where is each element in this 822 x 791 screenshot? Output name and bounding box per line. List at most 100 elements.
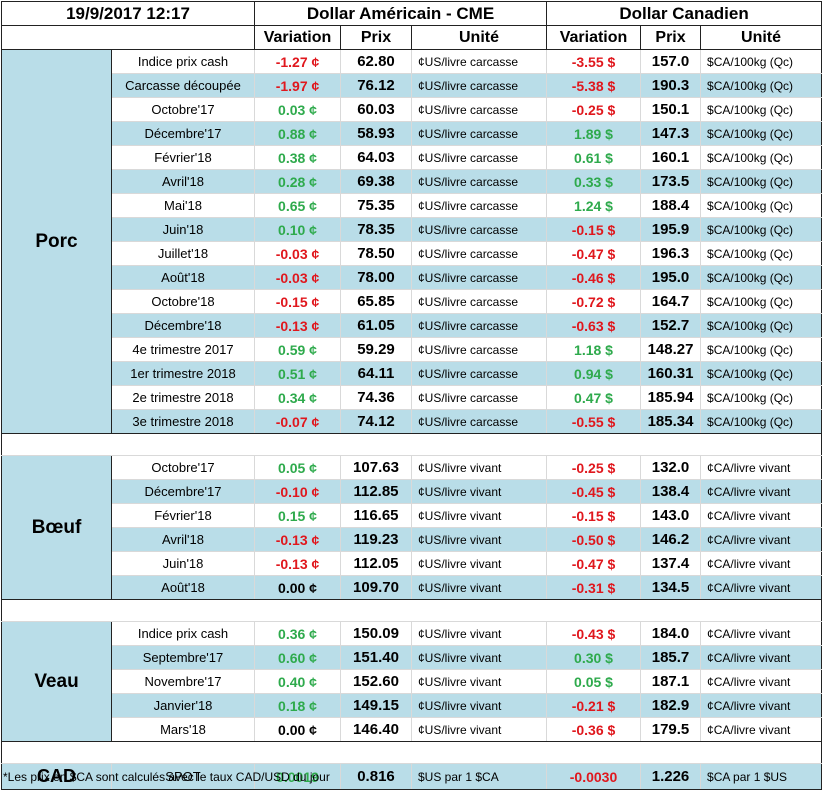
cad-unit: $CA/100kg (Qc) [700,217,822,242]
cad-price: 137.4 [640,551,702,576]
usd-unit: ¢US/livre carcasse [410,49,548,74]
cad-variation: 1.89 $ [546,121,642,146]
usd-variation: -0.13 ¢ [254,313,341,338]
cad-price: 143.0 [640,503,702,528]
contract-label: 4e trimestre 2017 [111,337,255,362]
cad-price: 185.7 [640,645,702,670]
header-blank [1,25,255,50]
contract-label: 2e trimestre 2018 [111,385,255,410]
usd-variation: 0.65 ¢ [254,193,341,218]
cad-unit: $CA/100kg (Qc) [700,73,822,98]
contract-label: Mai'18 [111,193,255,218]
table-row: Février'18 0.38 ¢ 64.03 ¢US/livre carcasse 0… [2,145,822,170]
cad-variation: -0.0030 [546,763,642,790]
cad-price: 160.1 [640,145,702,170]
usd-unit: ¢US/livre carcasse [410,337,548,362]
contract-label: Avril'18 [111,169,255,194]
section-spacer [0,741,822,764]
table-row: Carcasse découpée -1.97 ¢ 76.12 ¢US/livre c… [2,73,822,98]
cad-variation: -0.31 $ [546,575,642,600]
usd-unit: ¢US/livre vivant [410,693,548,718]
table-row: Janvier'18 0.18 ¢ 149.15 ¢US/livre vivant -0… [2,693,822,718]
cad-price: 195.0 [640,265,702,290]
table-row: Octobre'17 0.03 ¢ 60.03 ¢US/livre carcasse -… [2,97,822,122]
usd-variation: -0.03 ¢ [254,241,341,266]
usd-price: 62.80 [340,49,412,74]
usd-unit: ¢US/livre carcasse [410,73,548,98]
cad-unit: $CA/100kg (Qc) [700,169,822,194]
usd-unite-header: Unité [410,25,548,50]
contract-label: Décembre'17 [111,121,255,146]
cad-unit: ¢CA/livre vivant [700,455,822,480]
usd-price: 150.09 [340,621,412,646]
cad-price: 148.27 [640,337,702,362]
cad-unit: $CA/100kg (Qc) [700,49,822,74]
contract-label: Août'18 [111,575,255,600]
cad-price: 147.3 [640,121,702,146]
cad-unit: ¢CA/livre vivant [700,693,822,718]
usd-price: 107.63 [340,455,412,480]
usd-unit: ¢US/livre vivant [410,479,548,504]
cad-unit: $CA/100kg (Qc) [700,241,822,266]
contract-label: Février'18 [111,503,255,528]
contract-label: Septembre'17 [111,645,255,670]
contract-label: Août'18 [111,265,255,290]
usd-price: 151.40 [340,645,412,670]
contract-label: Indice prix cash [111,621,255,646]
table-row: 4e trimestre 2017 0.59 ¢ 59.29 ¢US/livre ca… [2,337,822,362]
table-row: Mai'18 0.65 ¢ 75.35 ¢US/livre carcasse 1.24 … [2,193,822,218]
table-row: Novembre'17 0.40 ¢ 152.60 ¢US/livre vivant 0… [2,669,822,694]
cad-variation: -5.38 $ [546,73,642,98]
cad-price: 196.3 [640,241,702,266]
spacer-cell [0,741,822,764]
usd-price: 119.23 [340,527,412,552]
cad-price: 146.2 [640,527,702,552]
cad-variation: -0.72 $ [546,289,642,314]
cad-unit: $CA/100kg (Qc) [700,97,822,122]
table-row: Décembre'18 -0.13 ¢ 61.05 ¢US/livre carcass… [2,313,822,338]
contract-label: Janvier'18 [111,693,255,718]
cad-spot-row: CAD SPOT 0.0019 0.816 $US par 1 $CA -0.0030 1.… [1,763,822,790]
group-label: Porc [1,49,112,434]
section-spacer [0,433,822,456]
cad-unit: ¢CA/livre vivant [700,669,822,694]
usd-variation: -0.03 ¢ [254,265,341,290]
cad-variation: -3.55 $ [546,49,642,74]
usd-variation: 0.18 ¢ [254,693,341,718]
usd-unit: ¢US/livre vivant [410,455,548,480]
cad-variation: -0.47 $ [546,241,642,266]
cad-price: 157.0 [640,49,702,74]
cad-variation: -0.45 $ [546,479,642,504]
contract-label: Juin'18 [111,551,255,576]
cad-variation-header: Variation [546,25,642,50]
cad-price: 134.5 [640,575,702,600]
cad-unit: $CA/100kg (Qc) [700,361,822,386]
cad-variation: 1.18 $ [546,337,642,362]
cad-unit: $CA/100kg (Qc) [700,313,822,338]
usd-unit: ¢US/livre vivant [410,503,548,528]
cad-price: 185.34 [640,409,702,434]
cad-price: 1.226 [640,763,702,790]
cad-variation: -0.15 $ [546,503,642,528]
cad-unit: ¢CA/livre vivant [700,575,822,600]
usd-unit: $US par 1 $CA [410,763,548,790]
cad-unit: $CA/100kg (Qc) [700,289,822,314]
cad-price: 160.31 [640,361,702,386]
cad-unit: $CA/100kg (Qc) [700,337,822,362]
contract-label: 1er trimestre 2018 [111,361,255,386]
table-row: Décembre'17 -0.10 ¢ 112.85 ¢US/livre vivant… [2,479,822,504]
usd-price: 76.12 [340,73,412,98]
usd-price: 60.03 [340,97,412,122]
usd-unit: ¢US/livre carcasse [410,169,548,194]
table-row: Veau Indice prix cash 0.36 ¢ 150.09 ¢US/livr… [1,621,822,742]
spacer-cell [0,433,822,456]
footnote: *Les prix en $CA sont calculés avec le t… [3,770,330,784]
usd-price: 61.05 [340,313,412,338]
cad-price: 188.4 [640,193,702,218]
usd-price: 149.15 [340,693,412,718]
cad-unit: $CA/100kg (Qc) [700,265,822,290]
usd-unit: ¢US/livre carcasse [410,121,548,146]
usd-variation: -0.07 ¢ [254,409,341,434]
table-row: Août'18 -0.03 ¢ 78.00 ¢US/livre carcasse -0.… [2,265,822,290]
